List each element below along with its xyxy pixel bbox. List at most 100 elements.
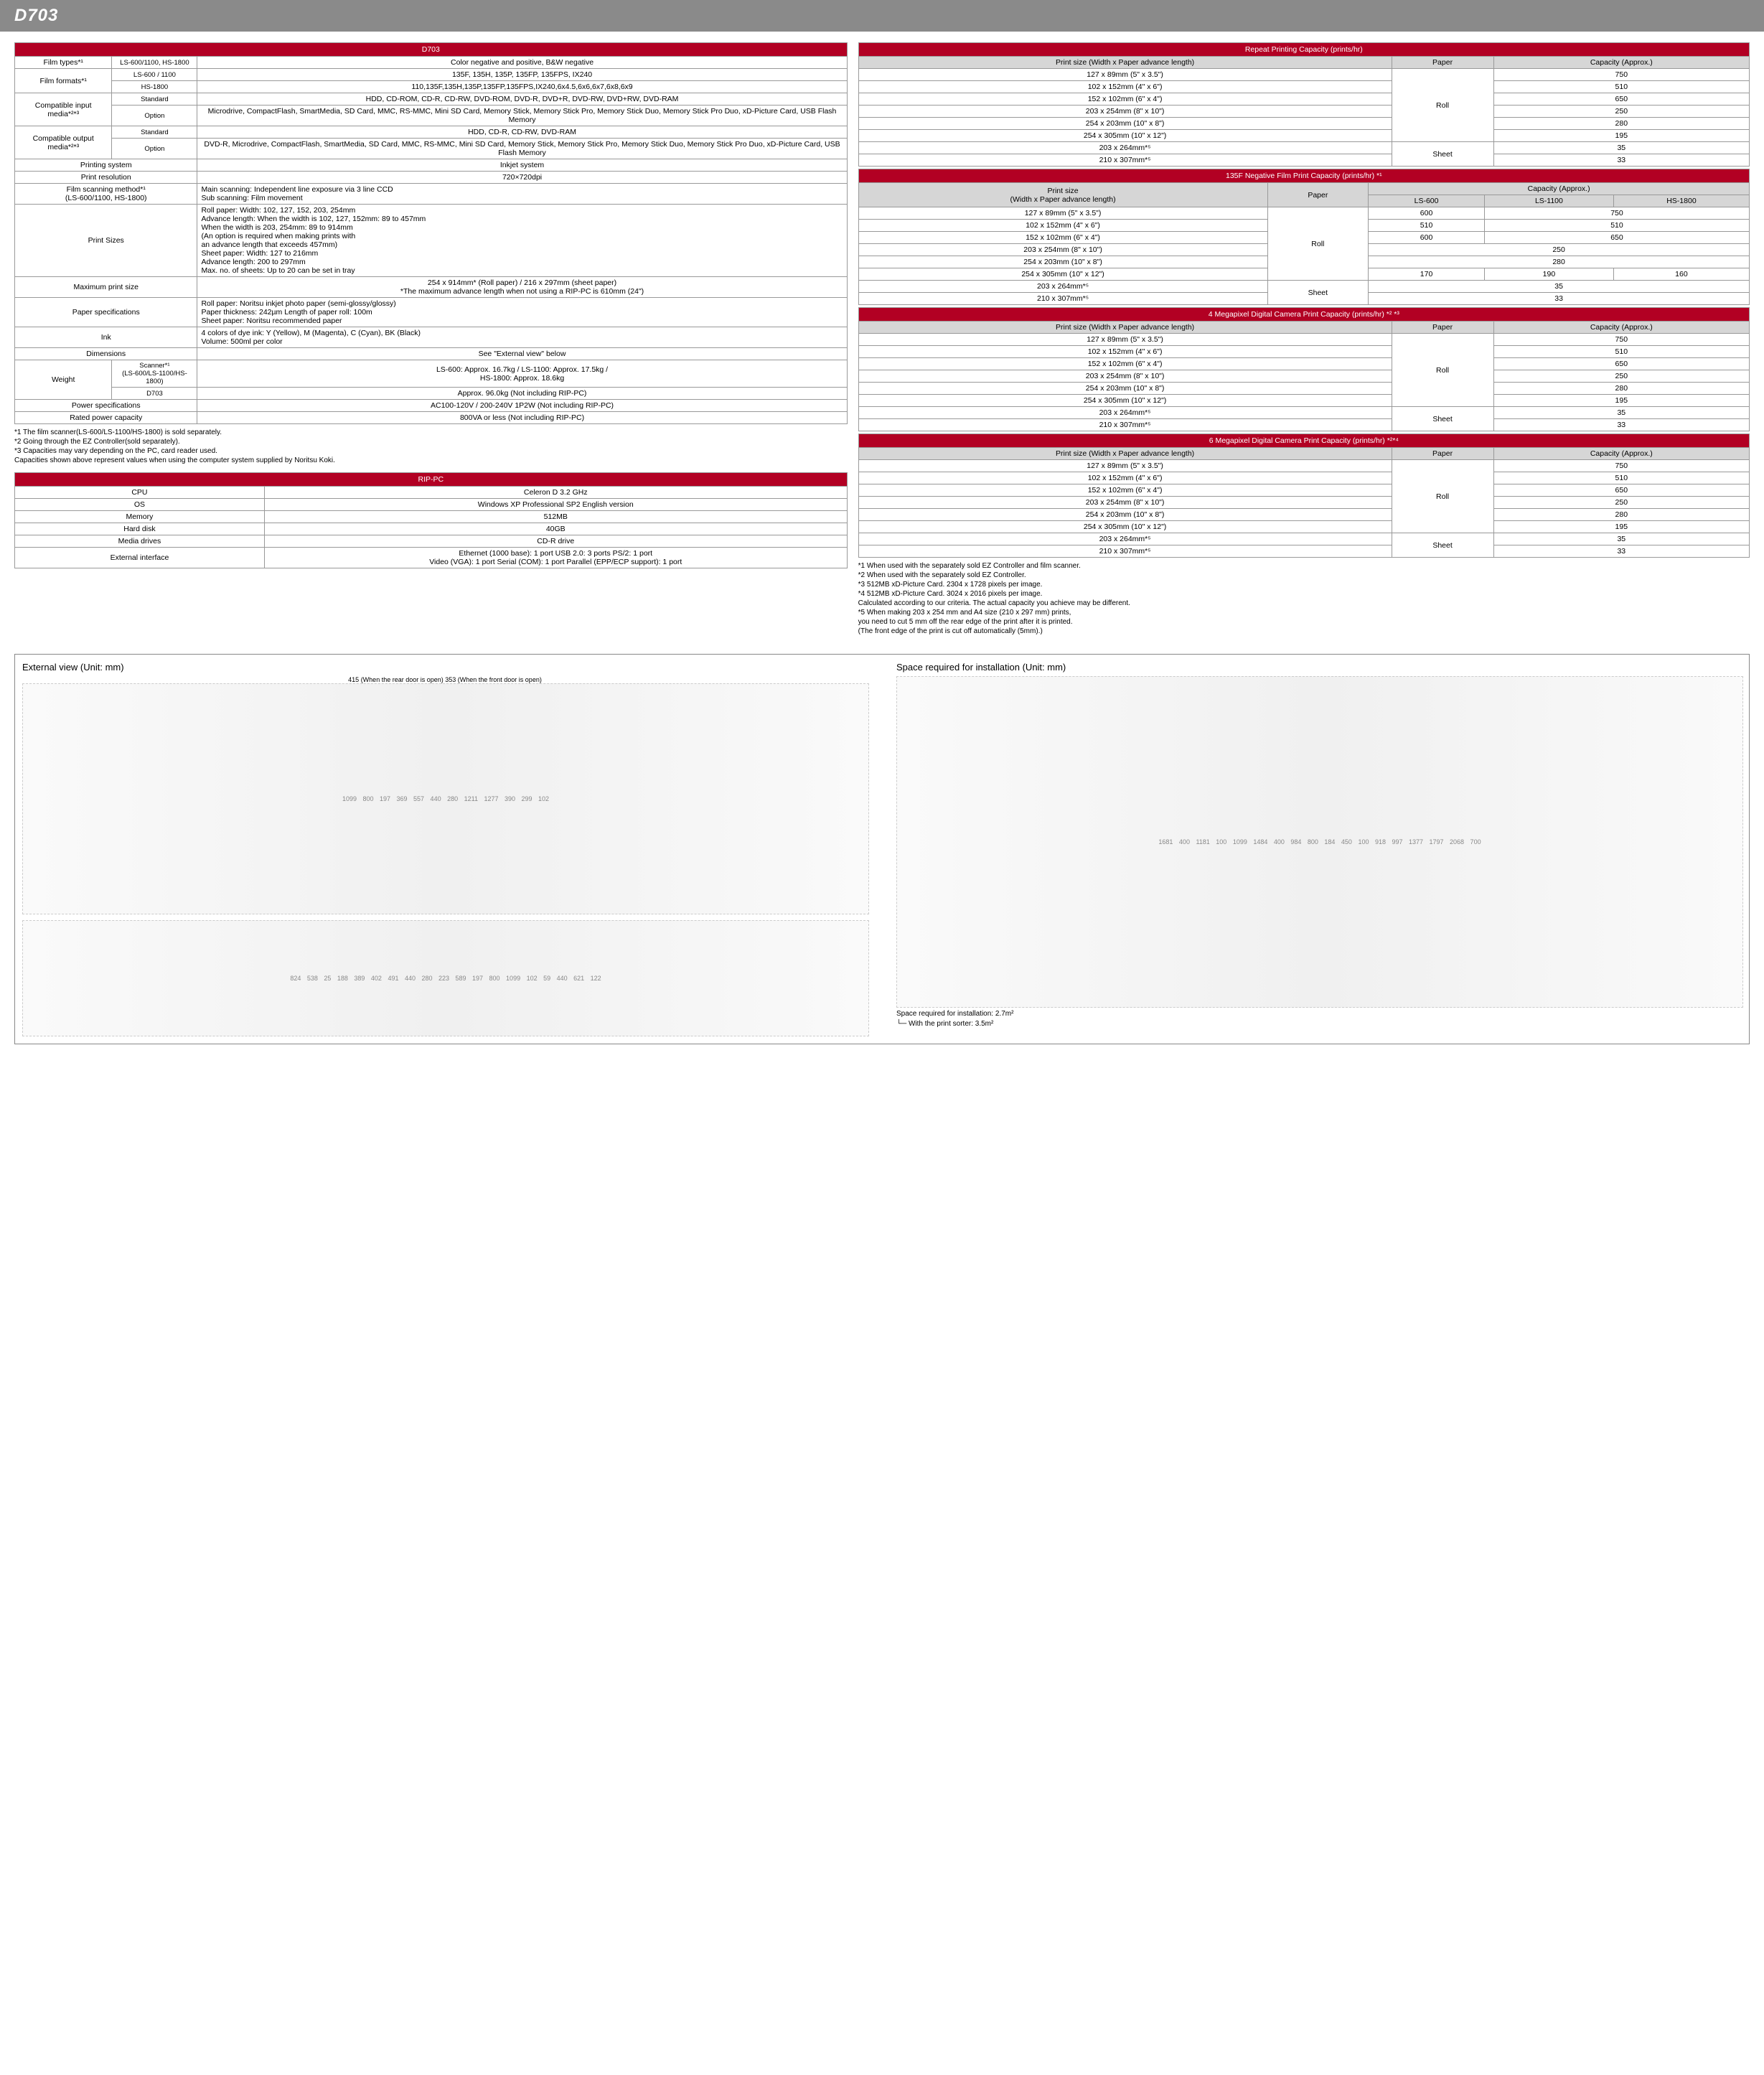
capacity-value: 600 <box>1369 232 1485 244</box>
space-required-section: Space required for installation (Unit: m… <box>896 662 1742 1036</box>
capacity-value: 510 <box>1484 220 1749 232</box>
rippc-label: Memory <box>15 511 265 523</box>
rippc-value: Ethernet (1000 base): 1 port USB 2.0: 3 … <box>264 548 847 568</box>
capacity-value: 170 <box>1369 268 1485 281</box>
spec-label: Weight <box>15 360 112 400</box>
print-size: 203 x 254mm (8" x 10") <box>858 497 1392 509</box>
spec-label: Rated power capacity <box>15 412 197 424</box>
footnote-line: *3 512MB xD-Picture Card. 2304 x 1728 pi… <box>858 580 1750 589</box>
print-size: 210 x 307mm*⁵ <box>858 154 1392 167</box>
col-header: Print size (Width x Paper advance length… <box>858 183 1267 207</box>
paper-type: Roll <box>1392 460 1493 533</box>
capacity-value: 280 <box>1369 256 1750 268</box>
print-size: 254 x 203mm (10" x 8") <box>858 256 1267 268</box>
spec-value: Inkjet system <box>197 159 847 172</box>
print-size: 254 x 203mm (10" x 8") <box>858 509 1392 521</box>
spec-value: HDD, CD-ROM, CD-R, CD-RW, DVD-ROM, DVD-R… <box>197 93 847 106</box>
spec-value: See "External view" below <box>197 348 847 360</box>
spec-label: Power specifications <box>15 400 197 412</box>
capacity-col-header: Print size (Width x Paper advance length… <box>858 448 1392 460</box>
print-size: 254 x 305mm (10" x 12") <box>858 395 1392 407</box>
page-header: D703 <box>0 0 1764 32</box>
rippc-value: 512MB <box>264 511 847 523</box>
capacity-value: 195 <box>1493 395 1749 407</box>
capacity-col-header: Paper <box>1392 57 1493 69</box>
footnote-line: (The front edge of the print is cut off … <box>858 627 1750 636</box>
spec-label: Dimensions <box>15 348 197 360</box>
capacity-table: Repeat Printing Capacity (prints/hr)Prin… <box>858 42 1750 167</box>
rippc-value: Celeron D 3.2 GHz <box>264 487 847 499</box>
print-size: 254 x 203mm (10" x 8") <box>858 118 1392 130</box>
spec-value: DVD-R, Microdrive, CompactFlash, SmartMe… <box>197 139 847 159</box>
capacity-value: 190 <box>1484 268 1613 281</box>
print-size: 102 x 152mm (4" x 6") <box>858 81 1392 93</box>
capacity-value: 195 <box>1493 130 1749 142</box>
rippc-label: External interface <box>15 548 265 568</box>
spec-sublabel: HS-1800 <box>112 81 197 93</box>
spec-value: Microdrive, CompactFlash, SmartMedia, SD… <box>197 106 847 126</box>
external-view-note: 415 (When the rear door is open) 353 (Wh… <box>22 676 868 683</box>
spec-label: Film scanning method*¹ (LS-600/1100, HS-… <box>15 184 197 205</box>
capacity-col-header: Print size (Width x Paper advance length… <box>858 322 1392 334</box>
spec-sublabel: Standard <box>112 93 197 106</box>
rippc-label: Hard disk <box>15 523 265 535</box>
header-title: D703 <box>14 6 58 25</box>
spec-value: LS-600: Approx. 16.7kg / LS-1100: Approx… <box>197 360 847 388</box>
capacity-table: 4 Megapixel Digital Camera Print Capacit… <box>858 307 1750 431</box>
spec-sublabel: Scanner*¹ (LS-600/LS-1100/HS-1800) <box>112 360 197 388</box>
capacity-title: 6 Megapixel Digital Camera Print Capacit… <box>858 434 1749 448</box>
external-view-diagram-2: 824 538 25 188 389 402 491 440 280 223 5… <box>22 920 869 1036</box>
spec-value: 135F, 135H, 135P, 135FP, 135FPS, IX240 <box>197 69 847 81</box>
paper-type: Roll <box>1392 334 1493 407</box>
print-size: 254 x 203mm (10" x 8") <box>858 383 1392 395</box>
external-view-section: External view (Unit: mm) 415 (When the r… <box>22 662 868 1036</box>
capacity-value: 600 <box>1369 207 1485 220</box>
print-size: 210 x 307mm*⁵ <box>858 545 1392 558</box>
rippc-value: Windows XP Professional SP2 English vers… <box>264 499 847 511</box>
spec-label: Paper specifications <box>15 298 197 327</box>
capacity-value: 750 <box>1493 69 1749 81</box>
spec-sublabel: Standard <box>112 126 197 139</box>
spec-label: Film formats*¹ <box>15 69 112 93</box>
capacity-col-header: Capacity (Approx.) <box>1493 322 1749 334</box>
right-column: Repeat Printing Capacity (prints/hr)Prin… <box>858 42 1750 643</box>
paper-type: Roll <box>1267 207 1369 281</box>
print-size: 254 x 305mm (10" x 12") <box>858 521 1392 533</box>
capacity-title: 135F Negative Film Print Capacity (print… <box>858 169 1749 183</box>
print-size: 203 x 264mm*⁵ <box>858 142 1392 154</box>
spec-label: Print resolution <box>15 172 197 184</box>
paper-type: Sheet <box>1392 142 1493 167</box>
capacity-value: 33 <box>1493 545 1749 558</box>
footnote-line: *5 When making 203 x 254 mm and A4 size … <box>858 608 1750 617</box>
space-note-1: Space required for installation: 2.7m² <box>896 1010 1742 1018</box>
print-size: 210 x 307mm*⁵ <box>858 419 1392 431</box>
capacity-value: 250 <box>1493 370 1749 383</box>
rippc-table: RIP-PC CPUCeleron D 3.2 GHzOSWindows XP … <box>14 472 848 568</box>
rippc-value: 40GB <box>264 523 847 535</box>
capacity-value: 33 <box>1493 419 1749 431</box>
space-note-2: └─ With the print sorter: 3.5m² <box>896 1020 1742 1028</box>
spec-label: Printing system <box>15 159 197 172</box>
spec-value: 720×720dpi <box>197 172 847 184</box>
rippc-title: RIP-PC <box>15 473 848 487</box>
print-size: 127 x 89mm (5" x 3.5") <box>858 334 1392 346</box>
main-footnotes: *1 The film scanner(LS-600/LS-1100/HS-18… <box>14 428 848 465</box>
capacity-col-header: Paper <box>1392 448 1493 460</box>
main-spec-title: D703 <box>15 43 848 57</box>
capacity-value: 160 <box>1613 268 1749 281</box>
footnote-line: *1 When used with the separately sold EZ… <box>858 561 1750 571</box>
spec-value: 4 colors of dye ink: Y (Yellow), M (Mage… <box>197 327 847 348</box>
spec-value: Color negative and positive, B&W negativ… <box>197 57 847 69</box>
footnote-line: *2 Going through the EZ Controller(sold … <box>14 437 848 446</box>
spec-sublabel: Option <box>112 106 197 126</box>
print-size: 203 x 254mm (8" x 10") <box>858 370 1392 383</box>
external-view-diagram: 1099 800 197 369 557 440 280 1211 1277 3… <box>22 683 869 914</box>
print-size: 102 x 152mm (4" x 6") <box>858 472 1392 484</box>
print-size: 203 x 264mm*⁵ <box>858 533 1392 545</box>
space-required-title: Space required for installation (Unit: m… <box>896 662 1742 673</box>
content-wrapper: D703 Film types*¹LS-600/1100, HS-1800Col… <box>0 32 1764 654</box>
col-subheader: LS-600 <box>1369 195 1485 207</box>
print-size: 127 x 89mm (5" x 3.5") <box>858 207 1267 220</box>
main-spec-table: D703 Film types*¹LS-600/1100, HS-1800Col… <box>14 42 848 424</box>
capacity-table: 6 Megapixel Digital Camera Print Capacit… <box>858 434 1750 558</box>
